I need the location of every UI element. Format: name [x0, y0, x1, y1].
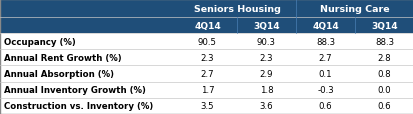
- Bar: [236, 82, 295, 98]
- Text: 1.7: 1.7: [200, 86, 214, 94]
- Bar: [295, 50, 354, 66]
- Bar: [295, 18, 354, 34]
- Text: Construction vs. Inventory (%): Construction vs. Inventory (%): [4, 101, 153, 110]
- Bar: [178, 0, 295, 18]
- Bar: [0, 98, 178, 114]
- Text: Seniors Housing: Seniors Housing: [193, 4, 280, 13]
- Text: 2.3: 2.3: [259, 53, 273, 62]
- Text: 2.7: 2.7: [318, 53, 332, 62]
- Bar: [178, 98, 236, 114]
- Text: Annual Absorption (%): Annual Absorption (%): [4, 69, 114, 78]
- Text: 3.5: 3.5: [200, 101, 214, 110]
- Bar: [236, 66, 295, 82]
- Bar: [0, 34, 178, 50]
- Text: 0.6: 0.6: [318, 101, 332, 110]
- Bar: [0, 82, 178, 98]
- Text: Occupancy (%): Occupancy (%): [4, 37, 76, 46]
- Text: 3Q14: 3Q14: [253, 21, 279, 30]
- Bar: [354, 18, 413, 34]
- Text: Annual Inventory Growth (%): Annual Inventory Growth (%): [4, 86, 145, 94]
- Text: 4Q14: 4Q14: [194, 21, 221, 30]
- Bar: [178, 34, 236, 50]
- Bar: [354, 34, 413, 50]
- Text: 4Q14: 4Q14: [311, 21, 338, 30]
- Bar: [178, 82, 236, 98]
- Bar: [295, 34, 354, 50]
- Bar: [0, 50, 178, 66]
- Text: 2.7: 2.7: [200, 69, 214, 78]
- Text: 0.1: 0.1: [318, 69, 332, 78]
- Text: Nursing Care: Nursing Care: [319, 4, 389, 13]
- Text: -0.3: -0.3: [316, 86, 333, 94]
- Bar: [354, 82, 413, 98]
- Text: 3.6: 3.6: [259, 101, 273, 110]
- Bar: [236, 34, 295, 50]
- Bar: [295, 98, 354, 114]
- Text: 88.3: 88.3: [374, 37, 393, 46]
- Bar: [178, 50, 236, 66]
- Bar: [236, 98, 295, 114]
- Text: Annual Rent Growth (%): Annual Rent Growth (%): [4, 53, 121, 62]
- Bar: [236, 18, 295, 34]
- Text: 0.8: 0.8: [377, 69, 390, 78]
- Bar: [354, 50, 413, 66]
- Bar: [354, 66, 413, 82]
- Text: 88.3: 88.3: [315, 37, 334, 46]
- Bar: [0, 18, 178, 34]
- Text: 2.9: 2.9: [259, 69, 273, 78]
- Bar: [0, 66, 178, 82]
- Text: 2.3: 2.3: [200, 53, 214, 62]
- Bar: [295, 0, 413, 18]
- Bar: [178, 18, 236, 34]
- Text: 0.0: 0.0: [377, 86, 390, 94]
- Text: 0.6: 0.6: [377, 101, 390, 110]
- Text: 90.5: 90.5: [197, 37, 216, 46]
- Bar: [295, 82, 354, 98]
- Bar: [295, 66, 354, 82]
- Text: 2.8: 2.8: [377, 53, 390, 62]
- Bar: [236, 50, 295, 66]
- Text: 90.3: 90.3: [256, 37, 275, 46]
- Text: 1.8: 1.8: [259, 86, 273, 94]
- Text: 3Q14: 3Q14: [370, 21, 397, 30]
- Bar: [354, 98, 413, 114]
- Bar: [0, 0, 178, 18]
- Bar: [178, 66, 236, 82]
